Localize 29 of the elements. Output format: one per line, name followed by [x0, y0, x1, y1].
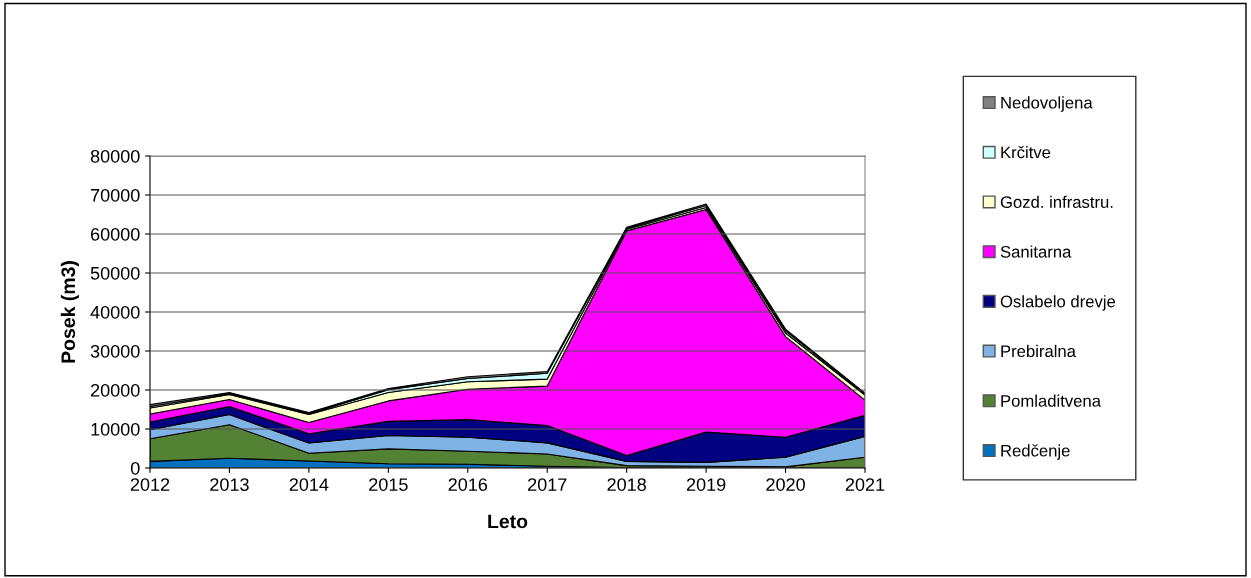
x-tick-label: 2019 [686, 478, 726, 491]
x-tick-label: 2015 [369, 478, 408, 491]
y-tick-label: 0 [130, 461, 140, 475]
y-tick-label: 60000 [90, 227, 140, 241]
y-tick-label: 80000 [90, 149, 140, 163]
legend-label: Krčitve [1001, 145, 1051, 159]
x-tick-label: 2020 [766, 478, 805, 491]
legend-label: Pomladitvena [1001, 394, 1101, 407]
legend-label: Gozd. infrastru. [1000, 195, 1113, 208]
y-tick-label: 70000 [91, 188, 140, 202]
legend-label: Sanitarna [1000, 245, 1072, 258]
x-tick-label: 2012 [130, 478, 170, 491]
y-tick-label: 10000 [91, 422, 140, 436]
x-tick-label: 2013 [210, 478, 249, 491]
x-tick-label: 2016 [448, 478, 488, 491]
x-tick-label: 2014 [289, 478, 329, 491]
y-tick-label: 50000 [90, 266, 140, 280]
legend-label: Redčenje [1001, 444, 1070, 460]
x-tick-label: 2018 [607, 478, 646, 491]
x-axis-title: Leto [488, 514, 528, 529]
legend-label: Oslabelo drevje [1000, 295, 1116, 311]
x-tick-label: 2017 [528, 478, 567, 491]
y-tick-label: 40000 [90, 305, 140, 319]
x-tick-label: 2021 [845, 478, 885, 491]
y-tick-label: 20000 [90, 383, 140, 397]
y-tick-label: 30000 [90, 344, 140, 358]
y-axis-title: Posek (m3) [60, 261, 79, 363]
legend-label: Nedovoljena [1001, 96, 1093, 112]
legend-label: Prebiralna [1001, 344, 1076, 358]
